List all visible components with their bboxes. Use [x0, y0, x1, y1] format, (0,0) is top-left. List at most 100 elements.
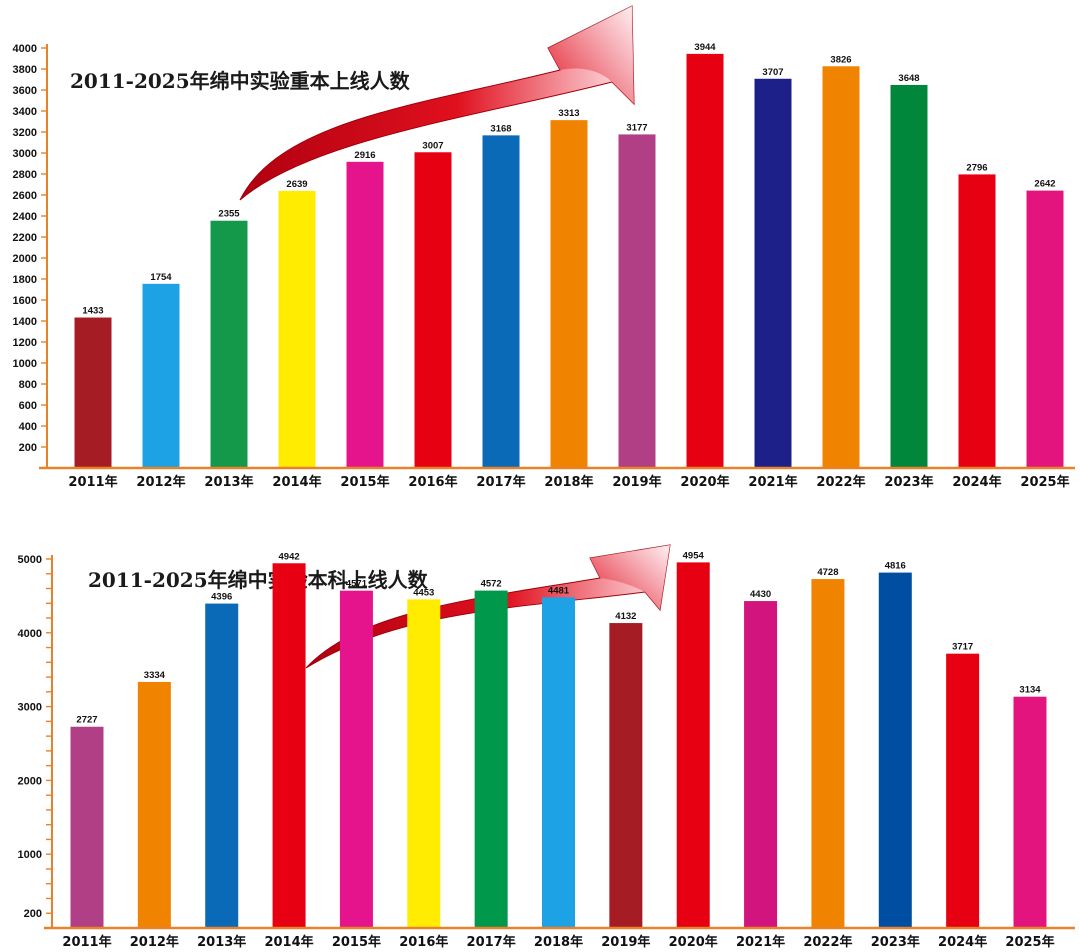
y-tick-label: 2000 — [13, 253, 37, 265]
x-tick-label: 2015年 — [332, 934, 381, 950]
data-label: 1754 — [150, 272, 172, 283]
x-tick-label: 2019年 — [601, 934, 650, 950]
data-label: 3334 — [144, 670, 166, 681]
bar — [414, 152, 452, 468]
x-tick-label: 2023年 — [871, 934, 920, 950]
x-tick-label: 2011年 — [68, 474, 117, 490]
x-tick-label: 2021年 — [748, 474, 797, 490]
x-tick-label: 2012年 — [136, 474, 185, 490]
trend-arrow-head-highlight — [548, 6, 634, 104]
data-label: 4481 — [548, 585, 570, 596]
bar — [686, 53, 724, 468]
chart-title: 2011-2025年绵中实验本科上线人数 — [88, 568, 429, 592]
y-tick-label: 3400 — [13, 106, 37, 118]
x-tick-label: 2014年 — [272, 474, 321, 490]
bar — [474, 590, 508, 928]
data-label: 4396 — [211, 592, 232, 603]
data-label: 2796 — [966, 162, 987, 173]
data-label: 4571 — [346, 579, 368, 590]
bars: 1433 1754 2355 2639 2916 3007 3168 3313 3177 3944… — [74, 42, 1064, 469]
bar — [74, 317, 112, 468]
x-tick-label: 2018年 — [534, 934, 583, 950]
y-tick-label: 2200 — [13, 232, 37, 244]
x-tick-label: 2015年 — [340, 474, 389, 490]
bar — [70, 726, 104, 928]
x-tick-label: 2024年 — [938, 934, 987, 950]
bar — [1026, 190, 1064, 468]
x-tick-label: 2025年 — [1005, 934, 1054, 950]
x-axis: 2011年 2012年 2013年 2014年 2015年 2016年 2017年 2018年… — [44, 926, 1075, 950]
bar — [1013, 696, 1047, 928]
bar — [346, 161, 384, 468]
bar — [272, 563, 306, 928]
x-tick-label: 2014年 — [264, 934, 313, 950]
x-tick-label: 2016年 — [399, 934, 448, 950]
y-tick-label: 1000 — [18, 849, 42, 861]
bars: 2727 3334 4396 4942 4571 4453 4572 4481 4132 4954… — [70, 550, 1047, 928]
bar — [137, 681, 171, 928]
data-label: 3007 — [422, 140, 443, 151]
bar — [205, 603, 239, 928]
bar — [878, 572, 912, 928]
y-axis: 200 1000 2000 3000 4000 5000 — [18, 554, 53, 928]
bar — [744, 601, 778, 928]
x-tick-label: 2021年 — [736, 934, 785, 950]
bar — [339, 590, 373, 928]
chart-top-key-university: 2011-2025年绵中实验重本上线人数 200 400 600 800 1000 120… — [13, 5, 1075, 490]
y-tick-label: 200 — [24, 908, 42, 920]
x-tick-label: 2016年 — [408, 474, 457, 490]
y-tick-label: 4000 — [18, 628, 42, 640]
y-tick-label: 600 — [19, 400, 37, 412]
y-tick-label: 3800 — [13, 64, 37, 76]
y-tick-label: 3600 — [13, 85, 37, 97]
bar — [676, 562, 710, 928]
data-label: 3313 — [558, 108, 579, 119]
x-tick-label: 2024年 — [952, 474, 1001, 490]
data-label: 3944 — [694, 42, 716, 53]
bar — [811, 579, 845, 928]
bar — [542, 597, 575, 928]
bar — [407, 599, 441, 928]
y-tick-label: 400 — [19, 421, 37, 433]
y-tick-label: 3000 — [13, 148, 37, 160]
y-tick-label: 2400 — [13, 211, 37, 223]
data-label: 3707 — [762, 67, 783, 78]
data-label: 4430 — [750, 589, 771, 600]
x-tick-label: 2017年 — [476, 474, 525, 490]
x-tick-label: 2022年 — [816, 474, 865, 490]
x-tick-label: 2022年 — [803, 934, 852, 950]
x-tick-label: 2020年 — [669, 934, 718, 950]
y-tick-label: 3000 — [18, 702, 42, 714]
chart-title: 2011-2025年绵中实验重本上线人数 — [70, 69, 411, 93]
y-tick-label: 5000 — [18, 554, 42, 566]
bar — [210, 220, 248, 468]
bar — [822, 66, 860, 469]
data-label: 2916 — [354, 150, 375, 161]
data-label: 3134 — [1019, 685, 1041, 696]
data-label: 4453 — [413, 587, 434, 598]
y-tick-label: 1000 — [13, 358, 37, 370]
data-label: 4816 — [885, 561, 906, 572]
x-tick-label: 2017年 — [467, 934, 516, 950]
chart-bottom-undergraduate: 2011-2025年绵中实验本科上线人数 200 1000 2000 3000 4000… — [18, 544, 1075, 950]
y-tick-label: 1400 — [13, 316, 37, 328]
bar — [550, 120, 588, 468]
x-tick-label: 2013年 — [197, 934, 246, 950]
y-tick-label: 1200 — [13, 337, 37, 349]
x-tick-label: 2018年 — [544, 474, 593, 490]
bar — [609, 623, 643, 928]
data-label: 4728 — [817, 567, 838, 578]
data-label: 4954 — [683, 550, 705, 561]
data-label: 4132 — [615, 611, 636, 622]
data-label: 2642 — [1034, 179, 1055, 190]
x-tick-label: 2020年 — [680, 474, 729, 490]
y-tick-label: 2600 — [13, 190, 37, 202]
data-label: 3648 — [898, 73, 919, 84]
data-label: 4942 — [279, 551, 300, 562]
data-label: 2355 — [218, 209, 240, 220]
bar — [946, 653, 980, 928]
y-tick-label: 200 — [19, 442, 37, 454]
bar — [754, 78, 792, 468]
data-label: 4572 — [481, 579, 502, 590]
